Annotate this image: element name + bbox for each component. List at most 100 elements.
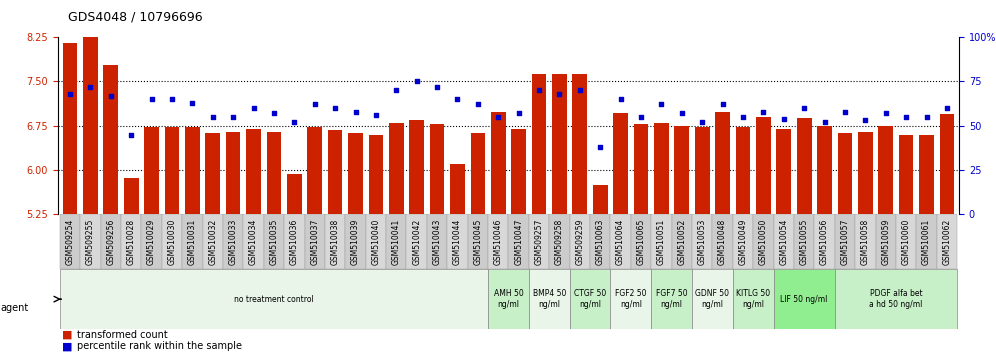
Bar <box>611 214 630 269</box>
Point <box>225 114 241 120</box>
Text: CTGF 50
ng/ml: CTGF 50 ng/ml <box>574 290 607 309</box>
Bar <box>633 124 648 214</box>
Text: GSM510061: GSM510061 <box>922 218 931 265</box>
Bar <box>60 269 488 329</box>
Bar <box>695 127 709 214</box>
Bar <box>835 269 957 329</box>
Point <box>674 110 690 116</box>
Bar <box>491 112 506 214</box>
Text: GSM510037: GSM510037 <box>310 218 320 265</box>
Bar <box>101 214 121 269</box>
Bar <box>429 124 444 214</box>
Bar <box>939 114 954 214</box>
Text: ■: ■ <box>62 330 73 339</box>
Point <box>490 114 506 120</box>
Bar <box>488 214 508 269</box>
Text: percentile rank within the sample: percentile rank within the sample <box>77 341 242 351</box>
Bar <box>328 130 343 214</box>
Bar <box>60 214 81 269</box>
Text: GSM510048: GSM510048 <box>718 218 727 265</box>
Bar <box>185 127 200 214</box>
Text: GSM509256: GSM509256 <box>107 218 116 265</box>
Point <box>307 102 323 107</box>
Bar <box>346 214 366 269</box>
Point <box>755 109 771 114</box>
Bar <box>532 74 547 214</box>
Text: ■: ■ <box>62 341 73 351</box>
Point <box>266 110 282 116</box>
Bar <box>733 269 774 329</box>
Point <box>837 109 853 114</box>
Text: GSM510029: GSM510029 <box>147 218 156 265</box>
Bar <box>835 214 856 269</box>
Text: GSM510040: GSM510040 <box>372 218 380 265</box>
Bar <box>794 214 815 269</box>
Bar <box>508 214 529 269</box>
Bar <box>570 269 611 329</box>
Point <box>449 96 465 102</box>
Text: GSM510064: GSM510064 <box>617 218 625 265</box>
Text: GSM510059: GSM510059 <box>881 218 890 265</box>
Bar <box>712 214 733 269</box>
Bar <box>692 214 712 269</box>
Bar <box>226 132 240 214</box>
Text: GSM510053: GSM510053 <box>697 218 707 265</box>
Bar <box>83 31 98 214</box>
Bar <box>936 214 957 269</box>
Text: GSM510028: GSM510028 <box>126 218 135 265</box>
Bar <box>630 214 651 269</box>
Text: GSM510060: GSM510060 <box>901 218 910 265</box>
Point <box>124 132 139 137</box>
Text: GSM509255: GSM509255 <box>86 218 95 265</box>
Bar <box>470 133 485 214</box>
Bar <box>733 214 753 269</box>
Bar <box>488 269 529 329</box>
Point <box>164 96 180 102</box>
Bar <box>777 129 791 214</box>
Point <box>83 84 99 90</box>
Text: GSM509257: GSM509257 <box>535 218 544 265</box>
Bar <box>63 43 78 214</box>
Bar <box>287 174 302 214</box>
Point <box>368 112 383 118</box>
Text: GSM510046: GSM510046 <box>494 218 503 265</box>
Text: GSM509259: GSM509259 <box>576 218 585 265</box>
Bar <box>427 214 447 269</box>
Bar <box>736 127 750 214</box>
Bar <box>141 214 161 269</box>
Bar <box>161 214 182 269</box>
Text: transformed count: transformed count <box>77 330 167 339</box>
Bar <box>308 127 322 214</box>
Point <box>531 87 547 93</box>
Text: GSM509254: GSM509254 <box>66 218 75 265</box>
Bar <box>205 133 220 214</box>
Bar <box>202 214 223 269</box>
Point <box>796 105 812 111</box>
Text: GSM510039: GSM510039 <box>351 218 360 265</box>
Text: PDGF alfa bet
a hd 50 ng/ml: PDGF alfa bet a hd 50 ng/ml <box>870 290 922 309</box>
Text: GSM510047: GSM510047 <box>514 218 523 265</box>
Bar <box>409 120 424 214</box>
Bar <box>552 74 567 214</box>
Text: GSM509258: GSM509258 <box>555 218 564 265</box>
Text: GSM510033: GSM510033 <box>229 218 238 265</box>
Point <box>939 105 955 111</box>
Bar <box>858 132 872 214</box>
Bar <box>614 113 627 214</box>
Text: GSM510058: GSM510058 <box>861 218 870 265</box>
Text: no treatment control: no treatment control <box>234 295 314 304</box>
Text: GSM510050: GSM510050 <box>759 218 768 265</box>
Bar <box>305 214 325 269</box>
Bar <box>674 126 689 214</box>
Point <box>511 110 527 116</box>
Point <box>205 114 221 120</box>
Bar <box>406 214 427 269</box>
Point <box>817 119 833 125</box>
Bar <box>774 269 835 329</box>
Bar <box>386 214 406 269</box>
Bar <box>246 129 261 214</box>
Text: GSM510036: GSM510036 <box>290 218 299 265</box>
Bar <box>817 126 832 214</box>
Bar <box>815 214 835 269</box>
Text: GSM510055: GSM510055 <box>800 218 809 265</box>
